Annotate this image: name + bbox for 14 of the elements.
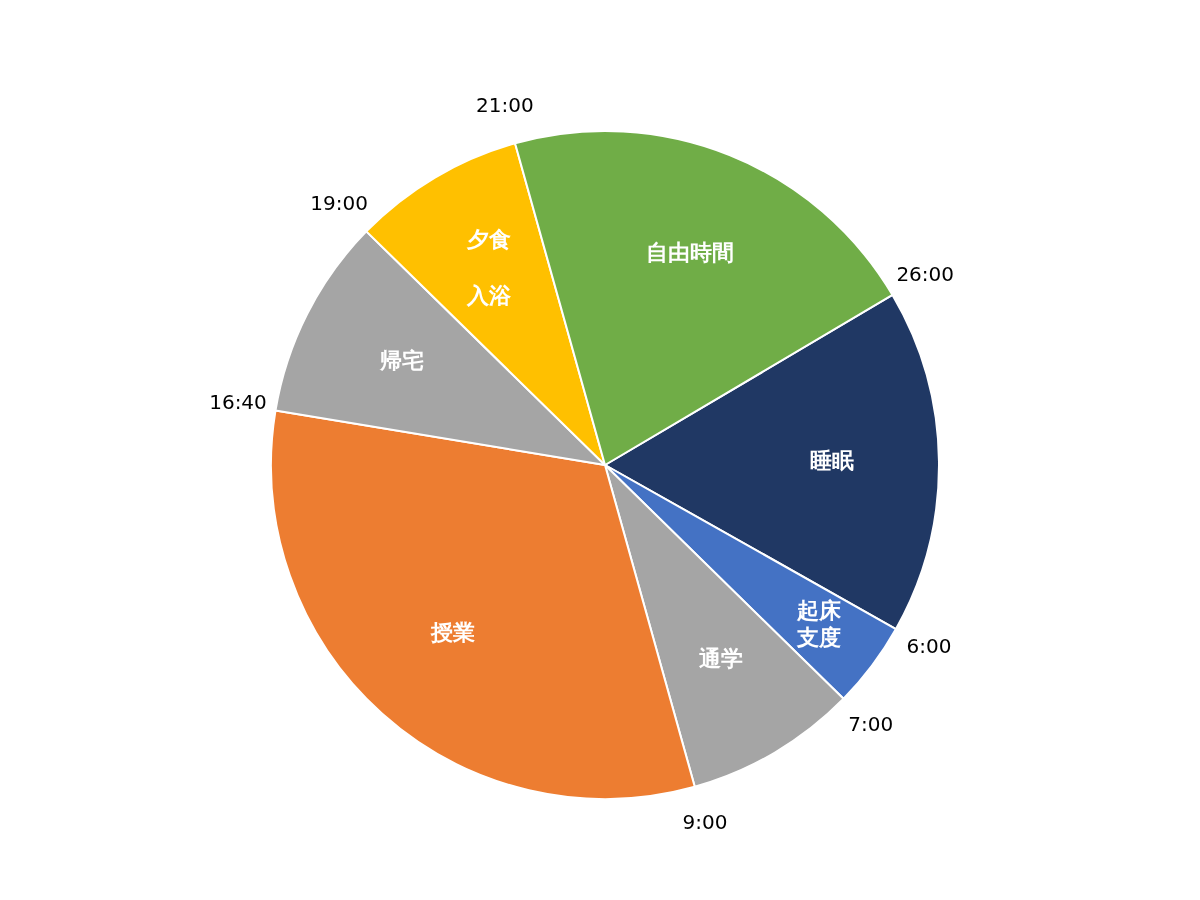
text: 26:00 [896,261,955,286]
text: 6:00 [906,633,952,658]
slice-label: 睡眠 [810,448,855,474]
slice-label: 通学 [697,646,743,672]
text: 21:00 [475,92,534,117]
category-label: 夕食入浴 [467,227,512,309]
slice-label: 自由時間 [645,239,734,265]
text: 19:00 [310,190,368,215]
slice-label: 起床支度 [795,597,842,650]
slice-label: 帰宅 [379,347,425,373]
slice-label: 授業 [430,619,476,645]
text: 9:00 [682,809,728,834]
text: 16:40 [209,390,267,415]
text: 7:00 [848,711,894,736]
